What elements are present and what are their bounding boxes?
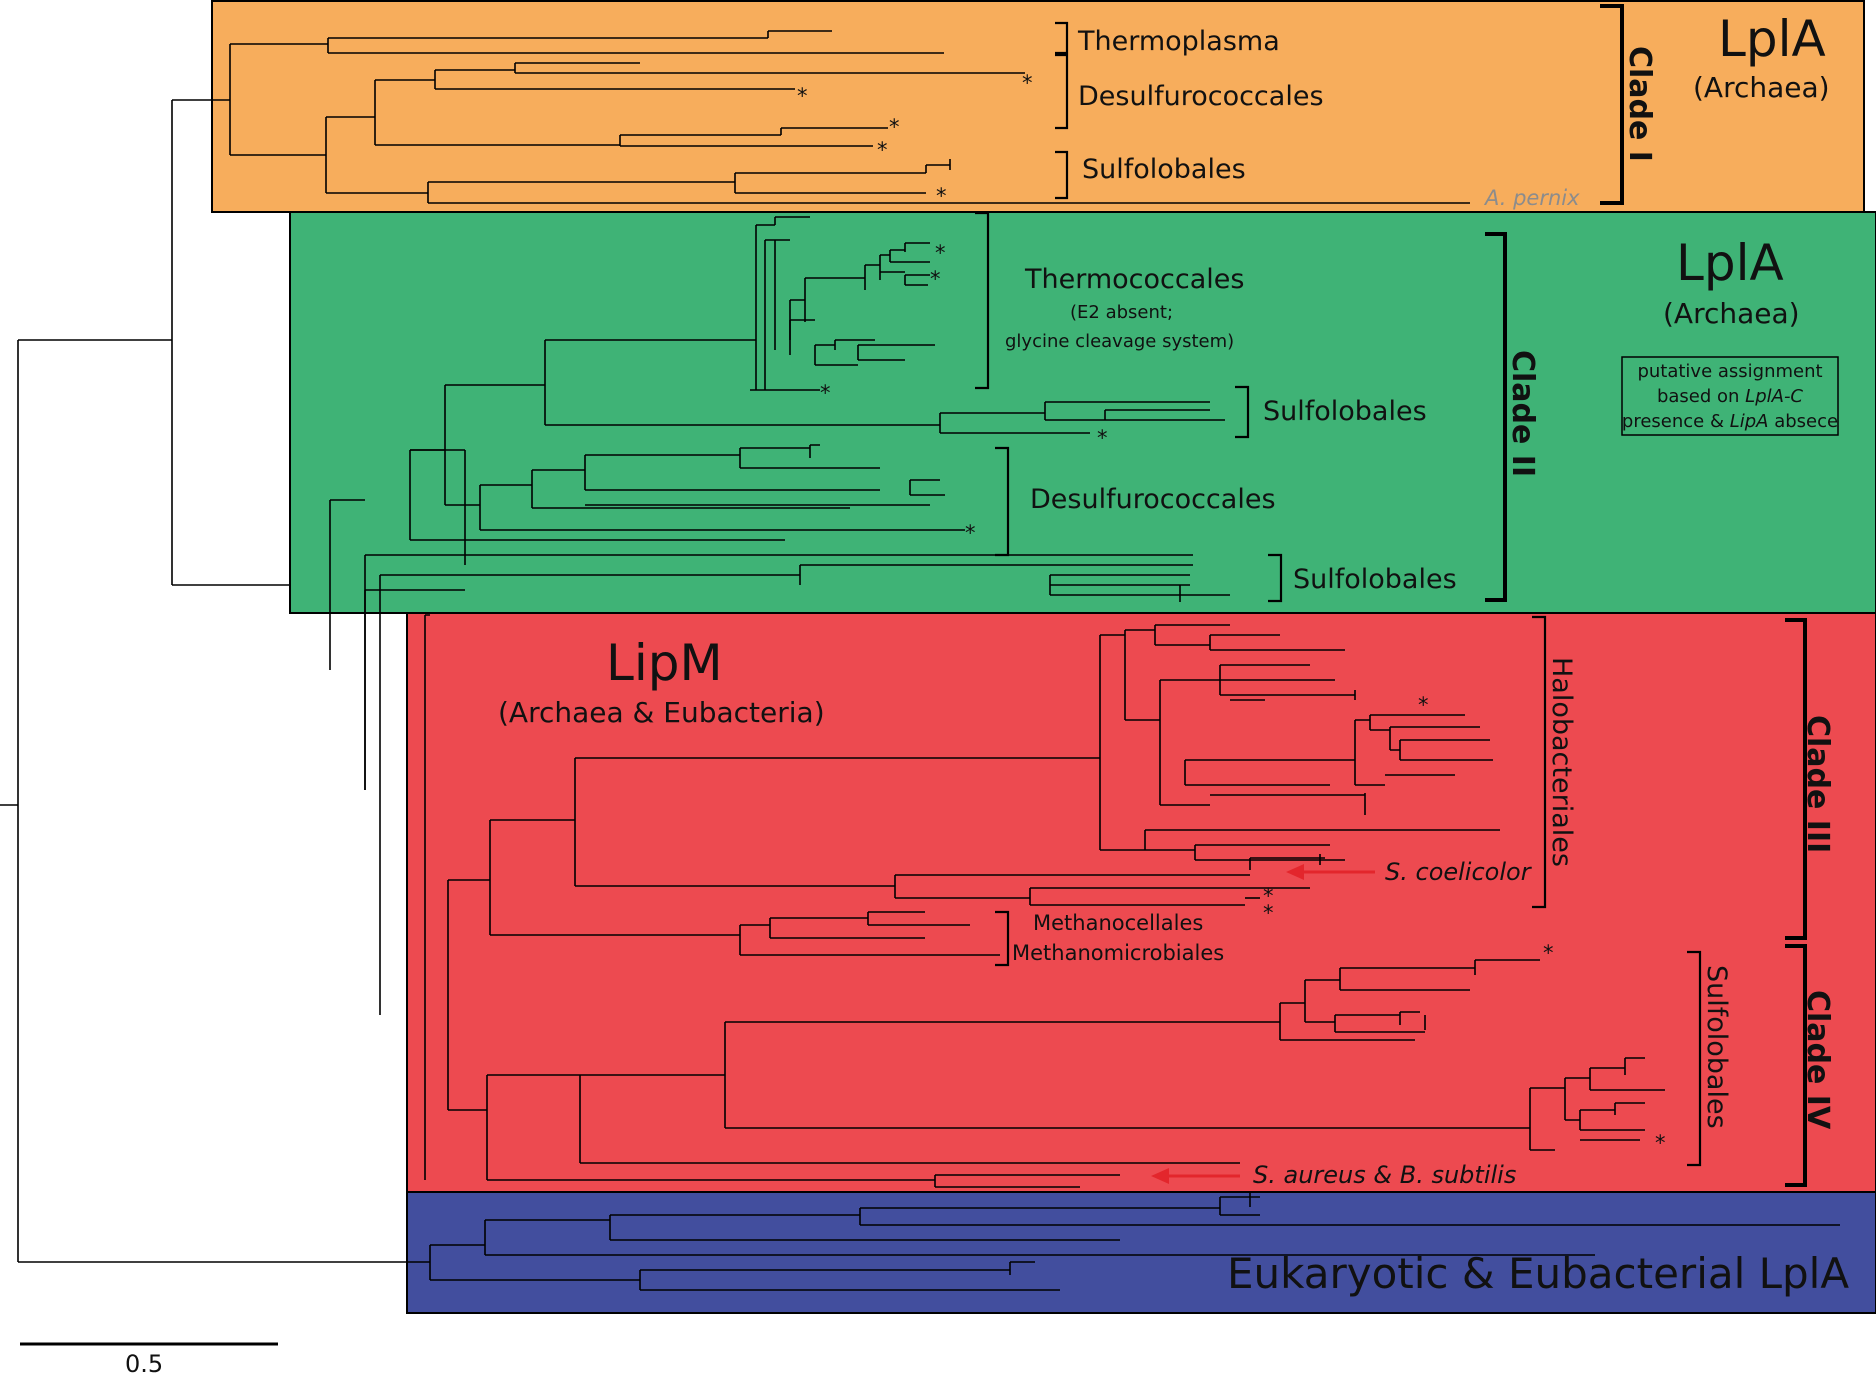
region-eukaryotic	[406, 1191, 1876, 1314]
region-lipm	[406, 612, 1876, 1193]
clade-label-4: Clade IV	[1800, 990, 1835, 1130]
region-title-lpla-2: LplA	[1676, 234, 1784, 292]
taxon-s-aureus-b-subtilis: S. aureus & B. subtilis	[1253, 1161, 1516, 1189]
note-line-1: putative assignment	[1637, 361, 1822, 382]
asterisk: *	[936, 184, 947, 208]
taxon-thermoplasma: Thermoplasma	[1077, 26, 1280, 57]
asterisk: *	[877, 138, 888, 162]
note-line-2: based on LplA-C	[1657, 386, 1803, 407]
taxon-thermococcales: Thermococcales	[1024, 264, 1244, 295]
taxon-sulfolobales-4: Sulfolobales	[1701, 965, 1732, 1129]
taxon-desulfurococcales-1: Desulfurococcales	[1078, 81, 1324, 112]
asterisk: *	[1418, 693, 1429, 717]
taxon-halobacteriales: Halobacteriales	[1546, 657, 1577, 867]
taxon-sulfolobales-2: Sulfolobales	[1263, 396, 1427, 427]
arrow-s-coelicolor	[1286, 864, 1375, 880]
taxon-a-pernix: A. pernix	[1483, 186, 1580, 210]
taxon-methanomicrobiales: Methanomicrobiales	[1012, 941, 1224, 965]
region-title-lipm: LipM	[606, 634, 723, 692]
region-title-lpla-1: LplA	[1718, 10, 1826, 68]
taxon-s-coelicolor: S. coelicolor	[1385, 858, 1533, 886]
asterisk: *	[930, 267, 941, 291]
asterisk: *	[935, 241, 946, 265]
region-clade-2	[289, 211, 1876, 614]
region-subtitle-lpla-1: (Archaea)	[1693, 71, 1830, 104]
thermococcales-note-2: glycine cleavage system)	[1005, 331, 1234, 352]
asterisk: *	[965, 521, 976, 545]
note-line-3: presence & LipA absece	[1622, 411, 1838, 432]
taxon-sulfolobales-1: Sulfolobales	[1082, 154, 1246, 185]
clade-label-3: Clade III	[1800, 715, 1835, 853]
support-asterisks: * * * * * * * * * * * * * * *	[797, 71, 1666, 1155]
region-title-eukaryotic: Eukaryotic & Eubacterial LplA	[1227, 1249, 1849, 1298]
assignment-note-box: putative assignment based on LplA-C pres…	[1621, 356, 1839, 436]
asterisk: *	[889, 115, 900, 139]
asterisk: *	[1543, 941, 1554, 965]
asterisk: *	[1097, 426, 1108, 450]
asterisk: *	[1263, 901, 1274, 925]
scale-bar-label: 0.5	[125, 1350, 163, 1378]
thermococcales-note-1: (E2 absent;	[1070, 302, 1173, 323]
region-subtitle-lipm: (Archaea & Eubacteria)	[498, 696, 825, 729]
asterisk: *	[1655, 1131, 1666, 1155]
asterisk: *	[820, 381, 831, 405]
region-clade-1	[211, 0, 1865, 213]
taxon-sulfolobales-3: Sulfolobales	[1293, 564, 1457, 595]
taxon-methanocellales: Methanocellales	[1033, 911, 1203, 935]
tree-branches	[0, 30, 1840, 1291]
clade-label-1: Clade I	[1622, 46, 1657, 162]
asterisk: *	[1022, 71, 1033, 95]
clade-label-2: Clade II	[1505, 350, 1540, 477]
arrow-s-aureus	[1151, 1168, 1240, 1184]
brackets	[975, 4, 1807, 1187]
taxon-desulfurococcales-2: Desulfurococcales	[1030, 484, 1276, 515]
scale-bar: 0.5	[20, 1342, 278, 1378]
asterisk: *	[797, 84, 808, 108]
asterisk: *	[1263, 884, 1274, 908]
region-subtitle-lpla-2: (Archaea)	[1663, 297, 1800, 330]
